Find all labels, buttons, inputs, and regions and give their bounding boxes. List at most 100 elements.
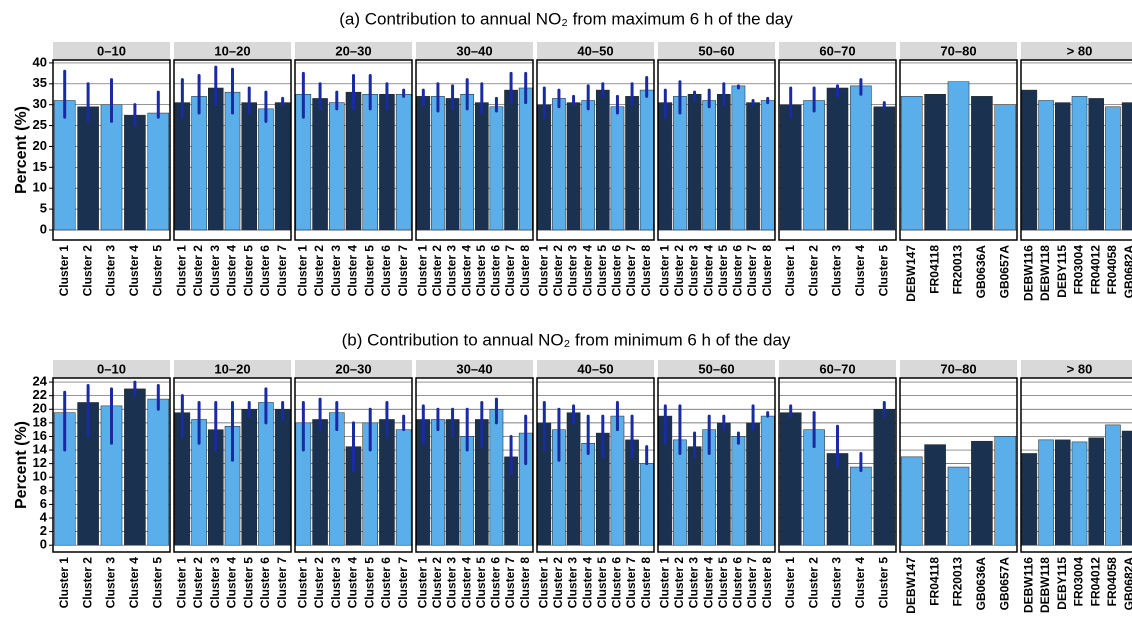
bar (731, 85, 746, 231)
bar (274, 409, 291, 546)
facet-label: 30–40 (456, 43, 492, 58)
bar (124, 388, 146, 546)
panel-border (657, 59, 776, 241)
x-tick-label: Cluster 8 (760, 557, 774, 609)
facet-label: 40–50 (577, 361, 613, 376)
x-tick-label: Cluster 7 (503, 557, 517, 609)
bar (379, 419, 395, 546)
facet-strip (537, 42, 654, 60)
facet-strip (295, 42, 412, 60)
x-tick-label: Cluster 1 (57, 245, 71, 297)
bar (639, 89, 654, 231)
x-tick-label: Cluster 1 (536, 557, 550, 609)
facet-label: 40–50 (577, 43, 613, 58)
panel-border (657, 377, 776, 553)
bar (460, 436, 475, 546)
bar (489, 106, 504, 231)
x-tick-label: Cluster 5 (716, 245, 730, 297)
x-tick-label: Cluster 5 (876, 557, 890, 609)
bar (566, 102, 581, 231)
facet-strip (779, 42, 896, 60)
y-tick-label: 15 (33, 159, 47, 174)
y-tick-label: 20 (33, 138, 47, 153)
x-tick-label: Cluster 3 (687, 557, 701, 609)
panel-border (536, 377, 655, 553)
bar (147, 112, 170, 231)
panel-border (52, 377, 171, 553)
x-tick-label: Cluster 6 (731, 245, 745, 297)
bar (971, 96, 993, 231)
y-tick-label: 4 (40, 509, 48, 524)
x-tick-label: Cluster 6 (258, 245, 272, 297)
x-tick-label: Cluster 6 (489, 245, 503, 297)
bar (77, 106, 99, 231)
facet-label: 70–80 (940, 43, 976, 58)
x-tick-label: Cluster 6 (379, 245, 393, 297)
bar (1071, 96, 1088, 231)
bar (1105, 424, 1121, 546)
y-tick-label: 40 (33, 54, 47, 69)
x-tick-label: Cluster 6 (731, 557, 745, 609)
bar (702, 100, 717, 231)
bar (241, 409, 257, 546)
x-tick-label: Cluster 7 (624, 245, 638, 297)
bar (1055, 439, 1071, 546)
facet-label: 20–30 (335, 361, 371, 376)
x-tick-label: DEBW118 (1038, 557, 1052, 613)
facet-label: 10–20 (214, 361, 250, 376)
x-tick-label: Cluster 4 (853, 557, 867, 609)
facet-label: > 80 (1067, 43, 1093, 58)
bar (258, 108, 274, 231)
x-tick-label: Cluster 7 (503, 245, 517, 297)
bar (947, 466, 970, 546)
x-tick-label: DEBY115 (1055, 557, 1069, 610)
x-tick-label: Cluster 8 (639, 245, 653, 297)
x-tick-label: FR04058 (1105, 557, 1119, 607)
facet-label: 50–60 (698, 43, 734, 58)
panel-border (899, 377, 1018, 553)
bar (191, 96, 207, 231)
bar (803, 100, 825, 231)
x-tick-label: Cluster 4 (701, 557, 715, 609)
bar (329, 102, 345, 231)
bar (595, 89, 610, 231)
panel-border (52, 59, 171, 241)
chart-title: (a) Contribution to annual NO₂ from maxi… (339, 9, 793, 28)
x-tick-label: Cluster 3 (329, 557, 343, 609)
x-tick-label: Cluster 8 (518, 557, 532, 609)
x-tick-label: DEBW147 (904, 245, 918, 302)
x-tick-label: DEBY115 (1055, 245, 1069, 298)
panel-border (1020, 59, 1132, 241)
bar (1021, 89, 1038, 231)
x-tick-label: Cluster 2 (806, 245, 820, 297)
y-axis-title: Percent (%) (13, 106, 30, 194)
bar (208, 87, 224, 231)
bar (971, 440, 993, 546)
x-tick-label: Cluster 1 (175, 557, 189, 609)
x-tick-label: Cluster 4 (346, 245, 360, 297)
x-tick-label: Cluster 6 (610, 245, 624, 297)
bar (241, 102, 257, 231)
x-tick-label: FR04012 (1088, 245, 1102, 295)
bar (445, 98, 460, 231)
facet-strip (295, 360, 412, 378)
x-tick-label: GB0657A (997, 245, 1011, 299)
bar (760, 415, 775, 546)
x-tick-label: Cluster 7 (745, 557, 759, 609)
bar (658, 102, 673, 231)
x-tick-label: Cluster 5 (150, 557, 164, 609)
bar (379, 93, 395, 231)
x-tick-label: Cluster 4 (127, 245, 141, 297)
bar (687, 446, 702, 546)
x-tick-label: Cluster 5 (241, 245, 255, 297)
x-tick-label: Cluster 6 (379, 557, 393, 609)
bar (552, 98, 566, 231)
x-tick-label: GB0636A (974, 245, 988, 299)
x-tick-label: Cluster 5 (241, 557, 255, 609)
chart-title: (b) Contribution to annual NO₂ from mini… (342, 330, 791, 349)
bar (1038, 100, 1054, 231)
panel-border (1020, 377, 1132, 553)
x-tick-label: Cluster 2 (312, 557, 326, 609)
facet-strip (1021, 42, 1132, 60)
bar (416, 96, 431, 231)
